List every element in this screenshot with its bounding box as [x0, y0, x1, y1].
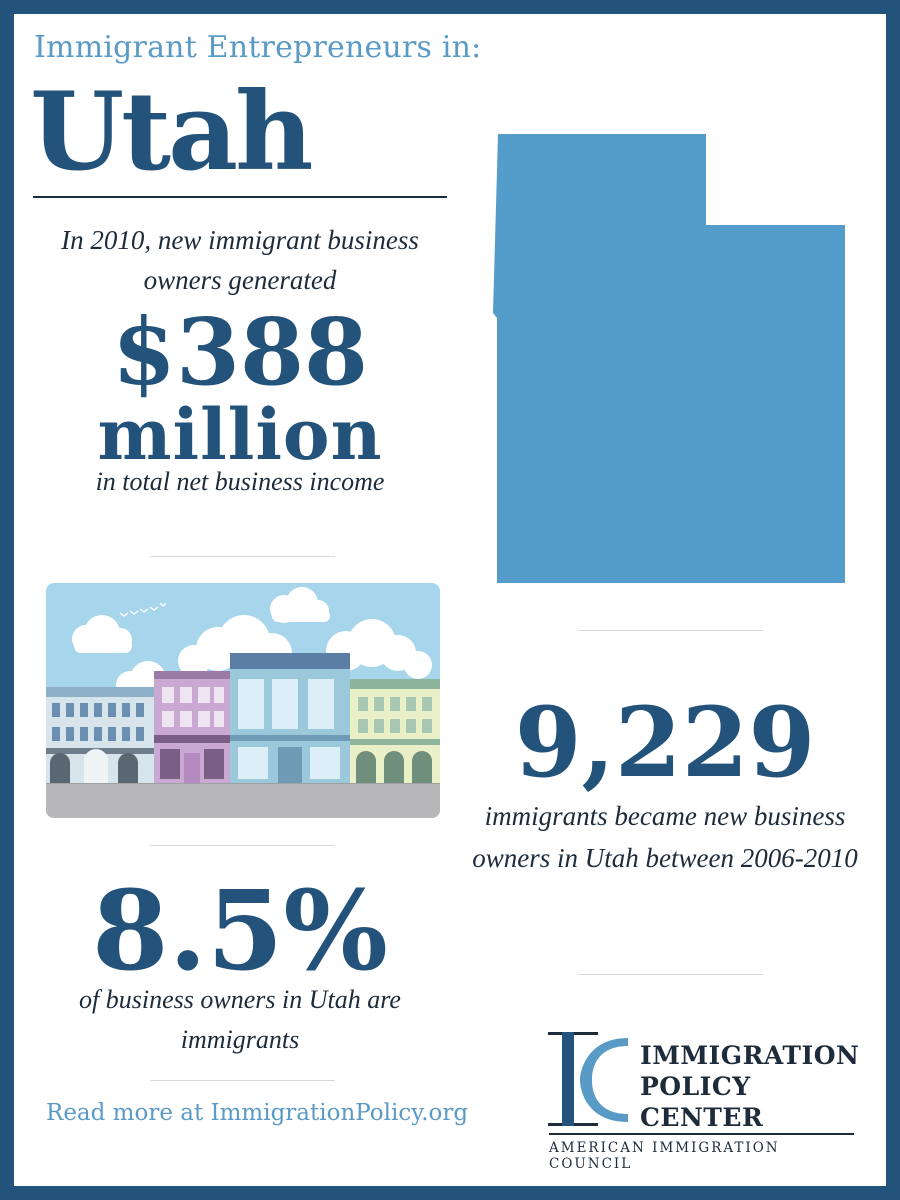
section-divider: [150, 556, 335, 557]
income-outro-text: in total net business income: [95, 467, 385, 496]
state-title: Utah: [30, 69, 314, 195]
kicker-heading: Immigrant Entrepreneurs in:: [34, 30, 482, 65]
section-divider: [578, 974, 763, 975]
immigrant-share-value: 8.5%: [92, 866, 388, 995]
ipc-logo-icon: [548, 1032, 628, 1126]
immigrant-share-label: of business owners in Utah are immigrant…: [79, 985, 401, 1054]
read-more-link[interactable]: Read more at ImmigrationPolicy.org: [46, 1100, 469, 1126]
section-divider: [150, 845, 335, 846]
storefront-street-illustration: [46, 583, 440, 818]
income-unit: million: [97, 393, 383, 476]
logo-name-line3: CENTER: [640, 1103, 764, 1132]
section-divider: [150, 1080, 335, 1081]
logo-divider: [549, 1133, 854, 1135]
income-intro-text: In 2010, new immigrant business owners g…: [61, 225, 419, 295]
storefront-illustration-svg: [46, 583, 440, 818]
section-divider: [578, 630, 763, 631]
logo-name: IMMIGRATION POLICY CENTER: [640, 1040, 859, 1133]
logo-name-line1: IMMIGRATION: [640, 1041, 860, 1070]
income-value: $388: [111, 298, 369, 406]
logo-subtitle: AMERICAN IMMIGRATION COUNCIL: [549, 1140, 780, 1172]
new-owners-label: immigrants became new business owners in…: [472, 801, 858, 873]
logo-name-line2: POLICY: [640, 1072, 751, 1101]
new-owners-value: 9,229: [514, 686, 816, 799]
title-divider: [33, 196, 447, 198]
utah-map-icon: [493, 134, 845, 583]
